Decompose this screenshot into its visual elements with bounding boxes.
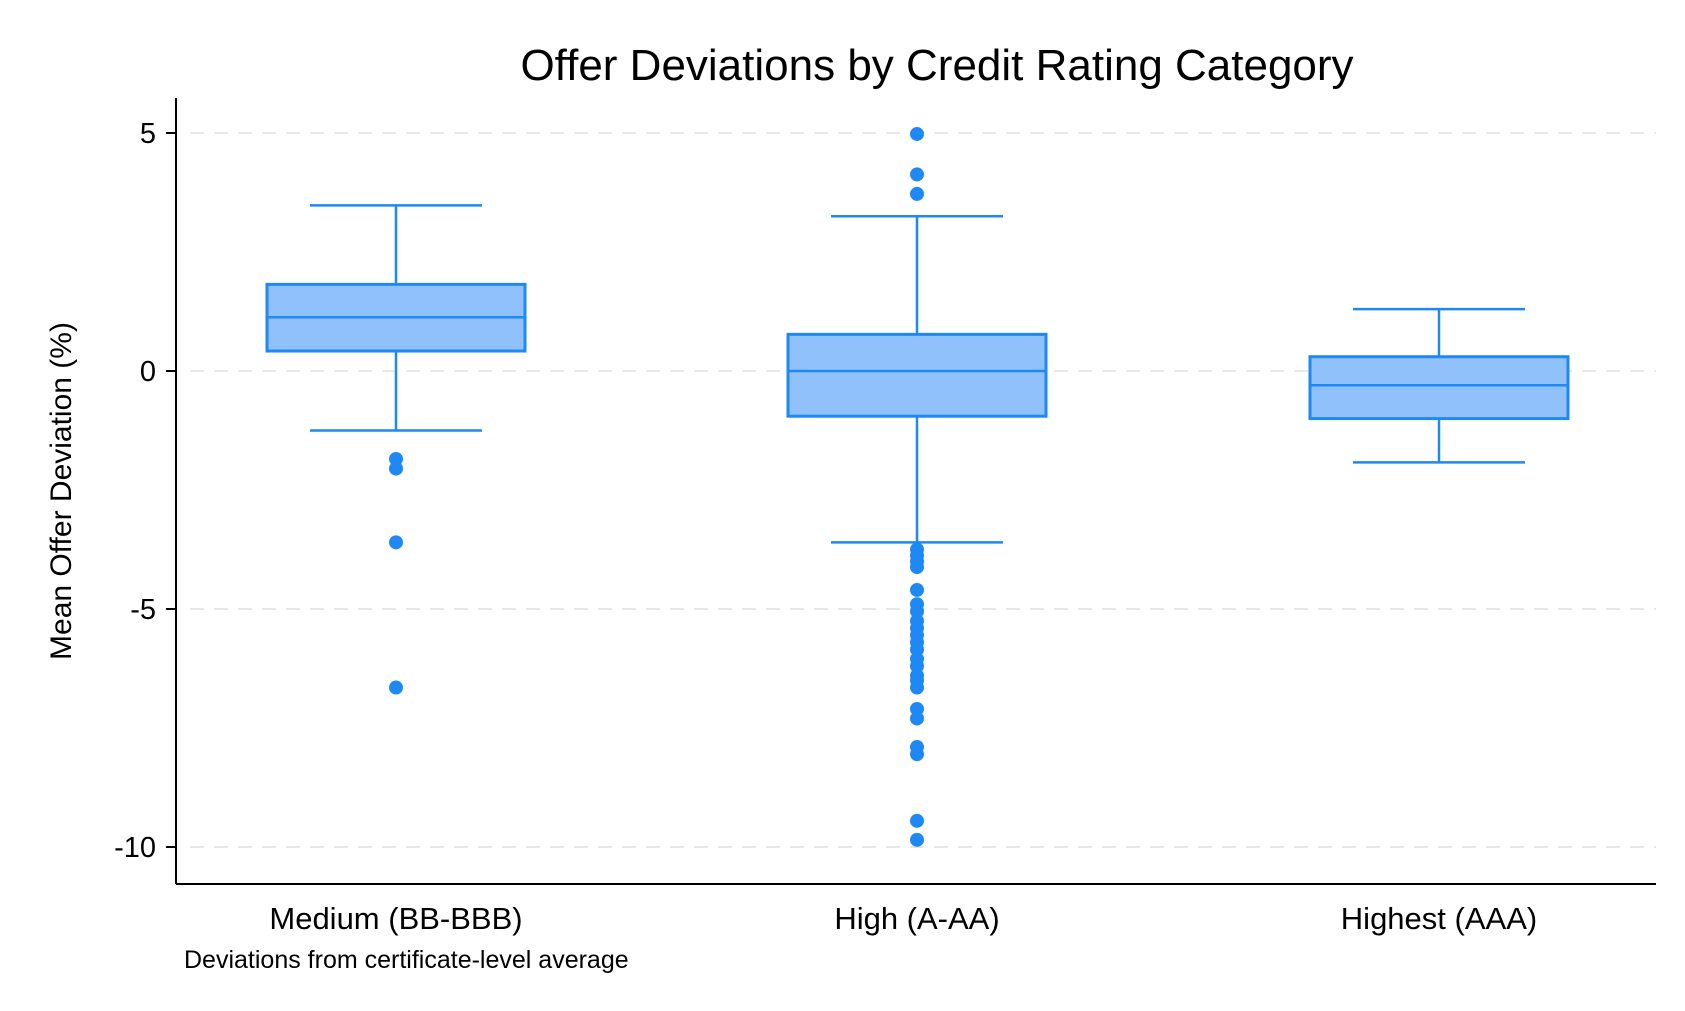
y-axis-label: Mean Offer Deviation (%) bbox=[45, 322, 78, 660]
x-tick-labels: Medium (BB-BBB) High (A-AA) Highest (AAA) bbox=[269, 901, 1537, 936]
outlier-point bbox=[910, 186, 924, 201]
outlier-point bbox=[910, 813, 924, 828]
axes bbox=[166, 98, 1656, 885]
box-1 bbox=[265, 204, 527, 695]
outlier-point bbox=[389, 535, 403, 550]
box-series bbox=[265, 126, 1570, 847]
x-tick-label: High (A-AA) bbox=[834, 901, 999, 936]
outlier-point bbox=[910, 711, 924, 726]
x-tick-label: Highest (AAA) bbox=[1341, 901, 1537, 936]
y-tick-label: -5 bbox=[130, 594, 156, 626]
outlier-point bbox=[910, 582, 924, 597]
outlier-point bbox=[910, 832, 924, 847]
box-2 bbox=[786, 126, 1048, 847]
iqr-box bbox=[786, 332, 1048, 418]
x-tick-label: Medium (BB-BBB) bbox=[269, 901, 522, 936]
gridlines bbox=[190, 132, 1656, 848]
outlier-point bbox=[910, 126, 924, 141]
y-tick-label: 5 bbox=[140, 118, 156, 150]
outlier-point bbox=[910, 747, 924, 762]
box-3 bbox=[1308, 307, 1570, 464]
y-tick-label: 0 bbox=[140, 356, 156, 388]
outlier-point bbox=[910, 680, 924, 695]
outlier-point bbox=[910, 560, 924, 575]
y-tick-label: -10 bbox=[114, 832, 156, 864]
iqr-box bbox=[1308, 355, 1570, 421]
chart-note: Deviations from certificate-level averag… bbox=[184, 946, 629, 974]
y-tick-labels: 5 0 -5 -10 bbox=[114, 118, 156, 864]
outlier-point bbox=[389, 680, 403, 695]
outlier-point bbox=[389, 461, 403, 476]
chart-title: Offer Deviations by Credit Rating Catego… bbox=[520, 41, 1353, 90]
outlier-point bbox=[910, 167, 924, 182]
